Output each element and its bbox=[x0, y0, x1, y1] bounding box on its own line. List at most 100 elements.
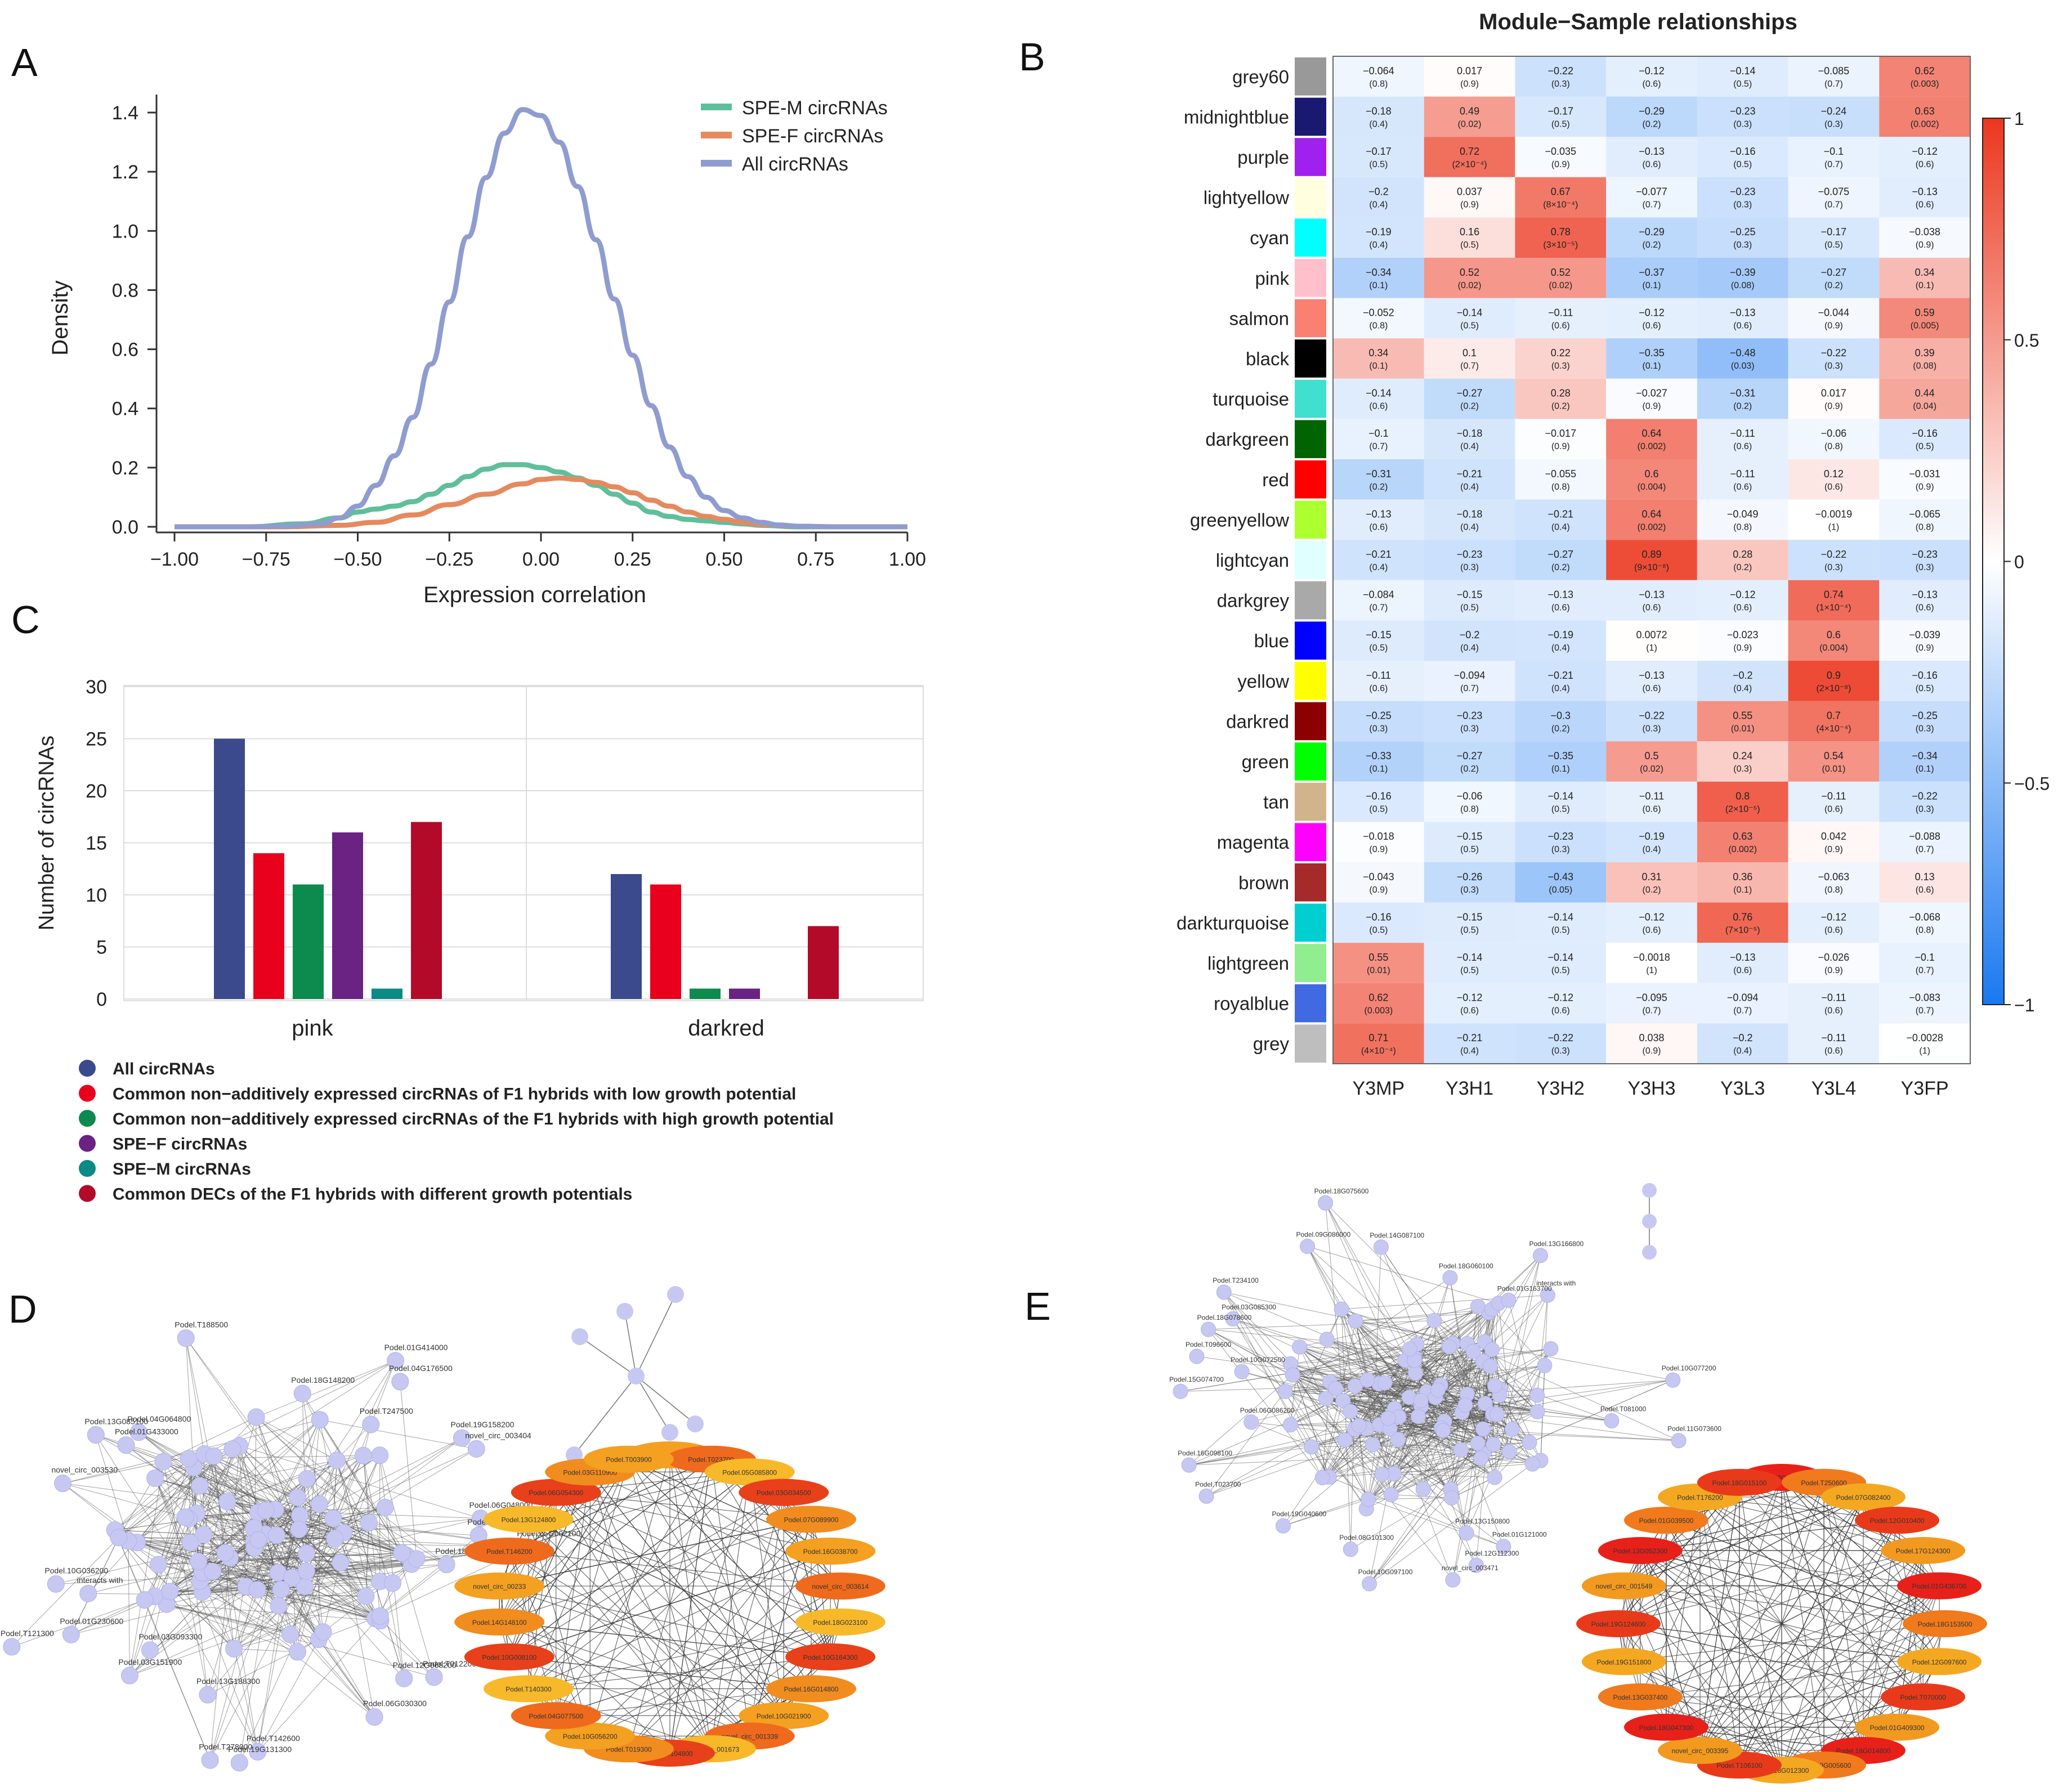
network-node-label: interacts with bbox=[1536, 1279, 1576, 1287]
network-node bbox=[1415, 1481, 1431, 1497]
heatmap-cell bbox=[1515, 298, 1607, 339]
module-color-swatch bbox=[1295, 1024, 1326, 1063]
heatmap-cell-value: −0.35 bbox=[1639, 347, 1665, 359]
heatmap-cell-value: 0.017 bbox=[1457, 65, 1482, 77]
network-node bbox=[371, 1446, 389, 1464]
heatmap-cell-value: −0.15 bbox=[1457, 911, 1483, 922]
network-node bbox=[437, 1556, 455, 1574]
heatmap-cell-value: 0.34 bbox=[1915, 267, 1935, 278]
network-node bbox=[1343, 1404, 1358, 1419]
module-color-swatch bbox=[1295, 97, 1326, 136]
heatmap-cell bbox=[1697, 177, 1788, 218]
network-edge bbox=[276, 1479, 307, 1536]
heatmap-cell-value: −0.084 bbox=[1363, 589, 1394, 601]
network-node bbox=[1173, 1383, 1188, 1399]
heatmap-cell-pvalue: (0.08) bbox=[1731, 281, 1755, 290]
network-edge bbox=[624, 1311, 637, 1377]
heatmap-cell-pvalue: (0.3) bbox=[1460, 885, 1479, 895]
network-node-label: Podel.08G101300 bbox=[1339, 1534, 1394, 1542]
heatmap-cell bbox=[1424, 338, 1515, 379]
density-chart: −1.00 −0.75 −0.50 −0.25 0.00 0.25 0.50 0.75 1.00… bbox=[48, 95, 926, 607]
heatmap-cell bbox=[1333, 217, 1424, 258]
heatmap-cell-value: −0.23 bbox=[1548, 831, 1574, 842]
heatmap-cell-pvalue: (0.01) bbox=[1731, 724, 1755, 733]
network-node-label: Podel.T188500 bbox=[175, 1320, 228, 1329]
network-node bbox=[1671, 1433, 1687, 1449]
network-node bbox=[1604, 1413, 1620, 1428]
network-node bbox=[298, 1470, 316, 1488]
heatmap-cell-pvalue: (0.6) bbox=[1643, 925, 1661, 935]
heatmap-cell bbox=[1788, 661, 1880, 701]
heatmap-cell-pvalue: (2×10⁻⁸) bbox=[1816, 684, 1851, 693]
heatmap-cell-pvalue: (0.6) bbox=[1643, 321, 1661, 330]
heatmap-cell bbox=[1333, 419, 1424, 459]
hub-edge bbox=[811, 1519, 841, 1623]
heatmap-cell bbox=[1424, 96, 1515, 137]
network-node bbox=[249, 1743, 267, 1761]
module-color-swatch bbox=[1295, 339, 1326, 378]
network-node-label: Podel.T278000 bbox=[199, 1742, 252, 1751]
network-node bbox=[387, 1352, 405, 1370]
network-edge bbox=[1292, 1303, 1499, 1376]
bar bbox=[293, 884, 324, 999]
heatmap-row-label: lightcyan bbox=[1216, 550, 1289, 571]
network-node-label: Podel.18G060100 bbox=[1439, 1262, 1493, 1270]
hub-edge bbox=[1699, 1497, 1782, 1771]
network-edge bbox=[1444, 1421, 1467, 1534]
hub-node-label: Podel.07G089900 bbox=[784, 1516, 839, 1524]
network-edge bbox=[1391, 1419, 1453, 1580]
network-node bbox=[218, 1493, 236, 1511]
heatmap-cell-value: −0.13 bbox=[1912, 186, 1938, 198]
heatmap-cell-value: −0.1 bbox=[1915, 952, 1935, 963]
heatmap-cell-value: −0.21 bbox=[1548, 670, 1574, 681]
heatmap-cell bbox=[1333, 459, 1424, 500]
heatmap-cell bbox=[1697, 1023, 1788, 1064]
heatmap-column-label: Y3H3 bbox=[1627, 1078, 1675, 1099]
network-edge bbox=[245, 1360, 396, 1587]
heatmap-cell bbox=[1515, 943, 1607, 983]
network-edge bbox=[1369, 1450, 1461, 1584]
hub-edge bbox=[589, 1472, 670, 1754]
heatmap-cell-pvalue: (0.6) bbox=[1369, 684, 1388, 693]
network-node-label: Podel.06G086200 bbox=[1240, 1406, 1295, 1414]
bar-y-tick-label: 0 bbox=[96, 989, 107, 1010]
network-edge bbox=[1341, 1309, 1351, 1549]
hub-node-label: Podel.12G010400 bbox=[1870, 1517, 1925, 1525]
heatmap-cell-pvalue: (1×10⁻⁴) bbox=[1816, 603, 1851, 613]
density-xlabel: Expression correlation bbox=[423, 583, 646, 607]
heatmap-column-label: Y3FP bbox=[1901, 1078, 1949, 1099]
hub-edge bbox=[1666, 1520, 1898, 1728]
heatmap-cell bbox=[1788, 258, 1880, 298]
network-e: Podel.T234100 Podel.T096600 Podel.08G10130… bbox=[1169, 1183, 1987, 1784]
hub-node-label: novel_circ_003395 bbox=[1672, 1747, 1729, 1755]
hub-edge bbox=[1618, 1482, 1824, 1624]
heatmap-cell bbox=[1515, 56, 1607, 97]
network-node bbox=[1380, 1410, 1396, 1426]
hub-edge bbox=[499, 1518, 812, 1587]
heatmap-cell-pvalue: (0.2) bbox=[1460, 402, 1479, 411]
network-node bbox=[1362, 1576, 1377, 1592]
heatmap-cell-value: 0.63 bbox=[1915, 105, 1935, 117]
legend-dot bbox=[79, 1160, 96, 1177]
hub-node-label: Podel.16G038700 bbox=[803, 1548, 858, 1556]
network-edge bbox=[155, 1478, 254, 1529]
heatmap-cell bbox=[1788, 902, 1880, 943]
network-node bbox=[1484, 1342, 1500, 1358]
density-x-tick-label: 0.75 bbox=[797, 549, 834, 570]
network-edge bbox=[256, 1417, 337, 1461]
heatmap-cell bbox=[1697, 943, 1788, 983]
heatmap-cell-pvalue: (1) bbox=[1828, 522, 1840, 532]
heatmap-cell bbox=[1515, 499, 1607, 540]
heatmap-cell-value: 0.62 bbox=[1368, 992, 1388, 1003]
density-y-tick-label: 0.0 bbox=[112, 517, 138, 538]
heatmap-cell bbox=[1697, 217, 1788, 258]
heatmap-cell-pvalue: (0.1) bbox=[1916, 281, 1934, 290]
heatmap-cell bbox=[1606, 540, 1697, 580]
hub-edge bbox=[710, 1472, 750, 1749]
network-hub-node bbox=[628, 1368, 645, 1385]
network-node-label: Podel.01G230600 bbox=[60, 1616, 123, 1625]
hub-node-label: Podel.17G124300 bbox=[1896, 1547, 1951, 1555]
hub-node-label: Podel.01G436700 bbox=[1912, 1583, 1967, 1591]
heatmap-cell bbox=[1515, 862, 1607, 903]
density-y-tick-label: 1.4 bbox=[112, 102, 138, 124]
